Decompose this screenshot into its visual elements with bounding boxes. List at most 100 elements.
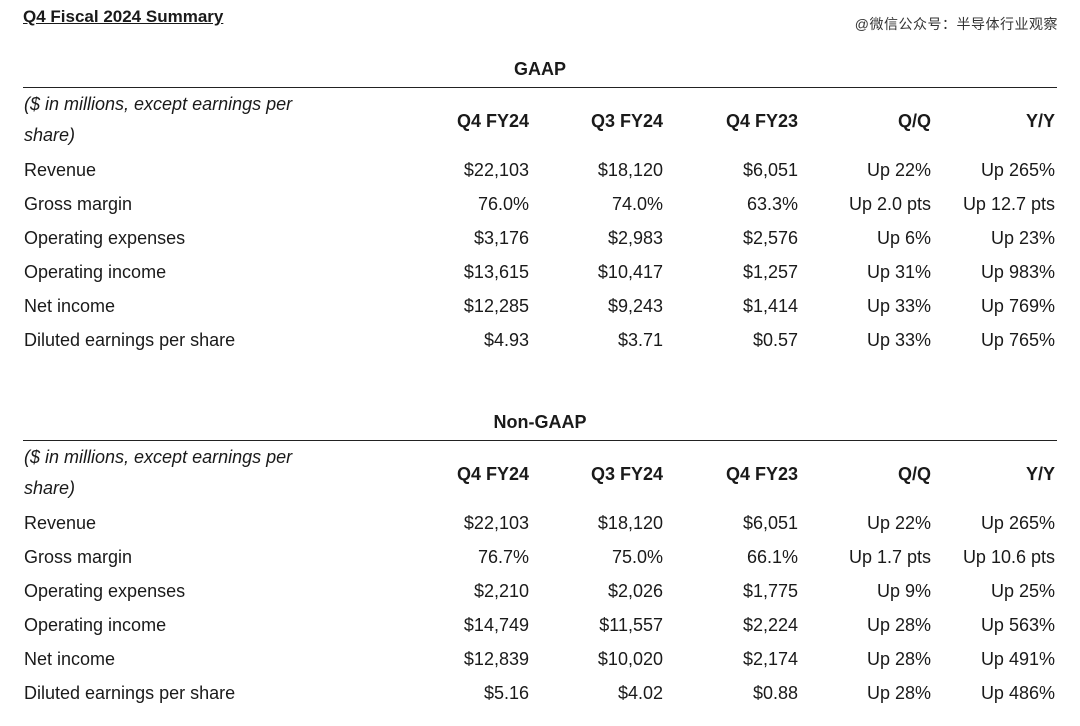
cell-yy: Up 983% bbox=[980, 262, 1055, 282]
cell-q4fy24: $22,103 bbox=[463, 513, 529, 533]
col-header-yy: Y/Y bbox=[1025, 111, 1055, 131]
row-label: Operating expenses bbox=[24, 228, 186, 248]
cell-q4fy24: $3,176 bbox=[473, 228, 529, 248]
col-header-qq: Q/Q bbox=[897, 464, 931, 484]
col-header-q4fy24: Q4 FY24 bbox=[456, 111, 529, 131]
cell-q4fy23: $1,257 bbox=[742, 262, 798, 282]
cell-yy: Up 10.6 pts bbox=[962, 547, 1055, 567]
row-label: Operating expenses bbox=[24, 581, 186, 601]
cell-q3fy24: $2,983 bbox=[607, 228, 663, 248]
cell-yy: Up 769% bbox=[980, 296, 1055, 316]
cell-q3fy24: $2,026 bbox=[607, 581, 663, 601]
cell-yy: Up 12.7 pts bbox=[962, 194, 1055, 214]
section-title-nongaap: Non-GAAP bbox=[493, 412, 587, 432]
table-header: ($ in millions, except earnings per shar… bbox=[0, 89, 1080, 153]
page-title: Q4 Fiscal 2024 Summary bbox=[23, 7, 224, 26]
cell-qq: Up 33% bbox=[866, 330, 931, 350]
cell-yy: Up 491% bbox=[980, 649, 1055, 669]
table-row: Operating expenses $3,176 $2,983 $2,576 Up 6… bbox=[0, 221, 1080, 255]
units-note: ($ in millions, except earnings per shar… bbox=[24, 447, 293, 498]
col-header-q4fy23: Q4 FY23 bbox=[725, 111, 798, 131]
cell-q4fy23: $0.88 bbox=[752, 683, 798, 703]
table-row: Revenue $22,103 $18,120 $6,051 Up 22% Up 265% bbox=[0, 153, 1080, 187]
cell-q4fy23: $2,576 bbox=[742, 228, 798, 248]
units-note: ($ in millions, except earnings per shar… bbox=[24, 94, 293, 145]
cell-yy: Up 265% bbox=[980, 160, 1055, 180]
cell-q3fy24: $10,020 bbox=[597, 649, 663, 669]
row-label: Net income bbox=[24, 649, 116, 669]
cell-yy: Up 563% bbox=[980, 615, 1055, 635]
cell-q4fy23: $2,224 bbox=[742, 615, 798, 635]
col-header-qq: Q/Q bbox=[897, 111, 931, 131]
table-row: Operating expenses $2,210 $2,026 $1,775 Up 9… bbox=[0, 574, 1080, 608]
col-header-q3fy24: Q3 FY24 bbox=[590, 464, 663, 484]
cell-q4fy24: $14,749 bbox=[463, 615, 529, 635]
row-label: Operating income bbox=[24, 262, 167, 282]
row-label: Revenue bbox=[24, 160, 97, 180]
row-label: Net income bbox=[24, 296, 116, 316]
cell-q4fy23: $0.57 bbox=[752, 330, 798, 350]
cell-qq: Up 33% bbox=[866, 296, 931, 316]
cell-yy: Up 486% bbox=[980, 683, 1055, 703]
cell-q4fy24: $2,210 bbox=[473, 581, 529, 601]
cell-qq: Up 28% bbox=[866, 615, 931, 635]
cell-qq: Up 9% bbox=[876, 581, 931, 601]
cell-qq: Up 2.0 pts bbox=[848, 194, 931, 214]
cell-qq: Up 31% bbox=[866, 262, 931, 282]
cell-q3fy24: $18,120 bbox=[597, 513, 663, 533]
table-row: Operating income $14,749 $11,557 $2,224 Up 2… bbox=[0, 608, 1080, 642]
cell-q4fy24: $5.16 bbox=[483, 683, 529, 703]
section-divider bbox=[23, 87, 1057, 88]
col-header-q3fy24: Q3 FY24 bbox=[590, 111, 663, 131]
cell-q4fy23: $2,174 bbox=[742, 649, 798, 669]
row-label: Gross margin bbox=[24, 194, 133, 214]
cell-q3fy24: $3.71 bbox=[617, 330, 663, 350]
cell-yy: Up 765% bbox=[980, 330, 1055, 350]
table-row: Net income $12,839 $10,020 $2,174 Up 28% Up 4… bbox=[0, 642, 1080, 676]
col-header-q4fy23: Q4 FY23 bbox=[725, 464, 798, 484]
cell-q3fy24: $11,557 bbox=[599, 615, 663, 635]
cell-q4fy24: $12,285 bbox=[463, 296, 529, 316]
cell-qq: Up 28% bbox=[866, 683, 931, 703]
cell-yy: Up 25% bbox=[990, 581, 1055, 601]
table-row: Gross margin 76.0% 74.0% 63.3% Up 2.0 pts Up … bbox=[0, 187, 1080, 221]
cell-q4fy24: $22,103 bbox=[463, 160, 529, 180]
cell-qq: Up 1.7 pts bbox=[848, 547, 931, 567]
row-label: Diluted earnings per share bbox=[24, 330, 236, 350]
cell-q4fy23: 63.3% bbox=[746, 194, 798, 214]
cell-q3fy24: $9,243 bbox=[607, 296, 663, 316]
cell-q4fy23: $1,414 bbox=[742, 296, 798, 316]
table-row: Operating income $13,615 $10,417 $1,257 Up 3… bbox=[0, 255, 1080, 289]
cell-qq: Up 22% bbox=[866, 160, 931, 180]
cell-q4fy23: $6,051 bbox=[742, 160, 798, 180]
cell-yy: Up 265% bbox=[980, 513, 1055, 533]
cell-q4fy23: $1,775 bbox=[742, 581, 798, 601]
cell-q4fy23: $6,051 bbox=[742, 513, 798, 533]
cell-q4fy24: $4.93 bbox=[483, 330, 529, 350]
cell-qq: Up 22% bbox=[866, 513, 931, 533]
table-row: Diluted earnings per share $5.16 $4.02 $0.8… bbox=[0, 676, 1080, 710]
row-label: Diluted earnings per share bbox=[24, 683, 236, 703]
section-divider bbox=[23, 440, 1057, 441]
cell-q3fy24: $4.02 bbox=[617, 683, 663, 703]
col-header-q4fy24: Q4 FY24 bbox=[456, 464, 529, 484]
cell-q4fy24: 76.7% bbox=[477, 547, 529, 567]
table-header: ($ in millions, except earnings per shar… bbox=[0, 442, 1080, 506]
watermark-text: @微信公众号：半导体行业观察 bbox=[854, 16, 1058, 32]
table-row: Revenue $22,103 $18,120 $6,051 Up 22% Up 265% bbox=[0, 506, 1080, 540]
table-row: Net income $12,285 $9,243 $1,414 Up 33% Up 76… bbox=[0, 289, 1080, 323]
section-title-gaap: GAAP bbox=[513, 59, 566, 79]
cell-yy: Up 23% bbox=[990, 228, 1055, 248]
row-label: Revenue bbox=[24, 513, 97, 533]
cell-qq: Up 28% bbox=[866, 649, 931, 669]
row-label: Gross margin bbox=[24, 547, 133, 567]
table-row: Diluted earnings per share $4.93 $3.71 $0.5… bbox=[0, 323, 1080, 357]
cell-q3fy24: $10,417 bbox=[597, 262, 663, 282]
col-header-yy: Y/Y bbox=[1025, 464, 1055, 484]
row-label: Operating income bbox=[24, 615, 167, 635]
cell-q4fy24: $12,839 bbox=[463, 649, 529, 669]
cell-q4fy24: 76.0% bbox=[477, 194, 529, 214]
cell-q4fy24: $13,615 bbox=[463, 262, 529, 282]
table-row: Gross margin 76.7% 75.0% 66.1% Up 1.7 pts Up … bbox=[0, 540, 1080, 574]
cell-qq: Up 6% bbox=[876, 228, 931, 248]
